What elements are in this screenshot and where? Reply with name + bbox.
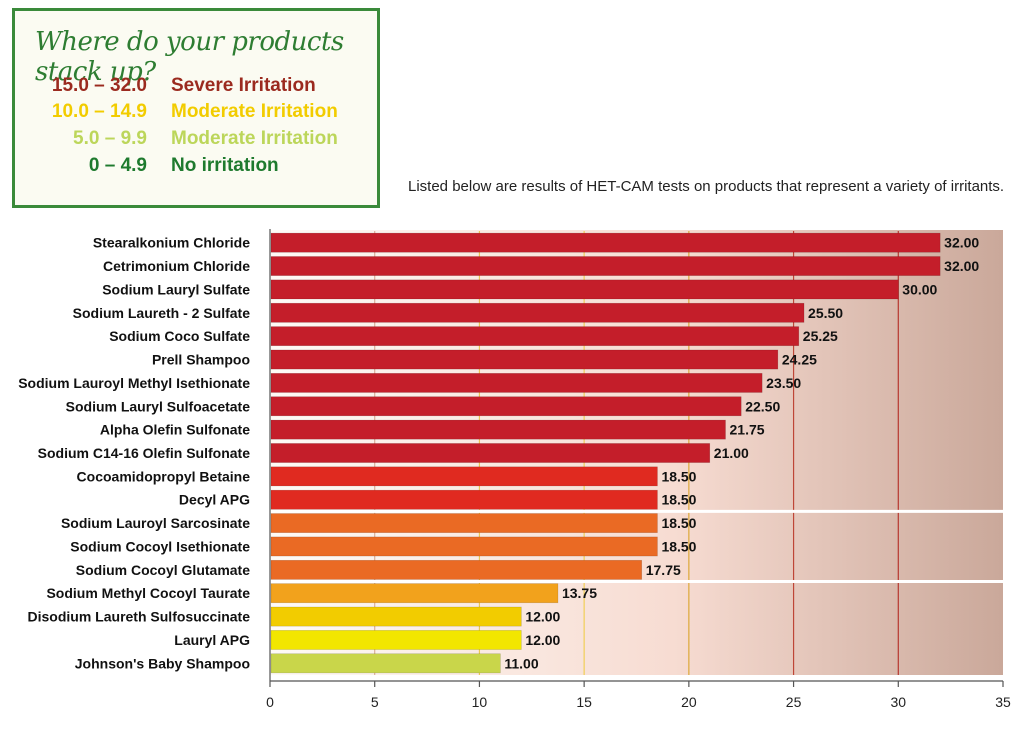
legend-range: 10.0 – 14.9 bbox=[51, 101, 147, 122]
x-tick-label: 5 bbox=[371, 694, 379, 710]
category-label: Sodium Lauryl Sulfoacetate bbox=[66, 398, 251, 414]
value-label: 18.50 bbox=[661, 538, 696, 554]
legend-range: 0 – 4.9 bbox=[88, 155, 147, 176]
bar bbox=[270, 653, 501, 674]
legend-label: Severe Irritation bbox=[171, 75, 316, 96]
category-label: Sodium Lauroyl Sarcosinate bbox=[61, 515, 250, 531]
category-label: Sodium Cocoyl Isethionate bbox=[70, 538, 250, 554]
x-tick-label: 10 bbox=[472, 694, 488, 710]
x-tick-label: 30 bbox=[890, 694, 906, 710]
value-label: 25.50 bbox=[808, 305, 843, 321]
value-label: 30.00 bbox=[902, 281, 937, 297]
x-tick-label: 15 bbox=[576, 694, 592, 710]
value-label: 22.50 bbox=[745, 398, 780, 414]
category-label: Sodium Lauryl Sulfate bbox=[102, 281, 250, 297]
category-label: Sodium Coco Sulfate bbox=[109, 328, 250, 344]
value-label: 32.00 bbox=[944, 258, 979, 274]
legend-row-severe: 15.0 – 32.0 Severe Irritation bbox=[31, 75, 371, 99]
bar bbox=[270, 279, 899, 300]
bar bbox=[270, 489, 658, 510]
bar bbox=[270, 419, 726, 440]
category-label: Johnson's Baby Shampoo bbox=[75, 655, 250, 671]
bar bbox=[270, 536, 658, 557]
value-label: 11.00 bbox=[504, 655, 538, 671]
legend-row-moderate-low: 5.0 – 9.9 Moderate Irritation bbox=[31, 128, 371, 152]
x-axis: 0 5 10 15 20 25 30 35 bbox=[266, 229, 1011, 710]
bar bbox=[270, 513, 658, 533]
legend-box: Where do your products stack up? 15.0 – … bbox=[12, 8, 380, 208]
bar bbox=[270, 349, 779, 370]
x-tick-label: 25 bbox=[786, 694, 802, 710]
bar bbox=[270, 373, 763, 393]
bar bbox=[270, 396, 742, 417]
legend-label: Moderate Irritation bbox=[171, 101, 338, 122]
value-label: 25.25 bbox=[803, 328, 838, 344]
legend-row-moderate-high: 10.0 – 14.9 Moderate Irritation bbox=[31, 101, 371, 125]
legend-row-none: 0 – 4.9 No irritation bbox=[31, 155, 371, 179]
bar bbox=[270, 256, 941, 276]
category-label: Lauryl APG bbox=[174, 632, 250, 648]
value-label: 21.00 bbox=[714, 445, 749, 461]
category-label: Cetrimonium Chloride bbox=[103, 258, 250, 274]
category-label: Stearalkonium Chloride bbox=[93, 235, 250, 251]
value-label: 12.00 bbox=[525, 632, 560, 648]
row-separators bbox=[270, 509, 1003, 584]
legend-title: Where do your products stack up? bbox=[35, 27, 344, 87]
bars bbox=[270, 232, 941, 674]
value-label: 17.75 bbox=[646, 562, 681, 578]
legend-label: Moderate Irritation bbox=[171, 128, 338, 149]
bar bbox=[270, 326, 800, 347]
category-label: Sodium Cocoyl Glutamate bbox=[76, 562, 250, 578]
value-label: 21.75 bbox=[730, 422, 765, 438]
category-label: Sodium Laureth - 2 Sulfate bbox=[73, 305, 251, 321]
category-label: Cocoamidopropyl Betaine bbox=[77, 468, 251, 484]
bar bbox=[270, 302, 805, 323]
category-label: Sodium Lauroyl Methyl Isethionate bbox=[18, 375, 250, 391]
category-label: Alpha Olefin Sulfonate bbox=[100, 422, 250, 438]
bar bbox=[270, 232, 941, 253]
value-label: 24.25 bbox=[782, 352, 817, 368]
x-tick-label: 20 bbox=[681, 694, 697, 710]
value-label: 18.50 bbox=[661, 492, 696, 508]
bar bbox=[270, 443, 711, 463]
category-label: Sodium C14-16 Olefin Sulfonate bbox=[38, 445, 251, 461]
value-label: 23.50 bbox=[766, 375, 801, 391]
bar bbox=[270, 606, 522, 627]
category-label: Disodium Laureth Sulfosuccinate bbox=[28, 609, 251, 625]
bar bbox=[270, 559, 643, 580]
legend-label: No irritation bbox=[171, 155, 279, 176]
value-label: 32.00 bbox=[944, 235, 979, 251]
value-label: 18.50 bbox=[661, 468, 696, 484]
value-labels: 32.00 32.00 30.00 25.50 25.25 24.25 23.50 22.50… bbox=[504, 235, 979, 672]
value-label: 12.00 bbox=[525, 609, 560, 625]
chart-caption: Listed below are results of HET-CAM test… bbox=[408, 178, 1005, 195]
category-label: Decyl APG bbox=[179, 492, 250, 508]
category-labels: Stearalkonium Chloride Cetrimonium Chlori… bbox=[18, 235, 250, 672]
legend-range: 5.0 – 9.9 bbox=[73, 128, 147, 149]
category-label: Sodium Methyl Cocoyl Taurate bbox=[46, 585, 250, 601]
x-tick-label: 0 bbox=[266, 694, 274, 710]
category-label: Prell Shampoo bbox=[152, 352, 250, 368]
x-tick-label: 35 bbox=[995, 694, 1011, 710]
bar bbox=[270, 630, 522, 650]
legend-range: 15.0 – 32.0 bbox=[51, 75, 147, 96]
value-label: 13.75 bbox=[562, 585, 597, 601]
value-label: 18.50 bbox=[661, 515, 696, 531]
bar bbox=[270, 583, 559, 604]
bar bbox=[270, 466, 658, 487]
